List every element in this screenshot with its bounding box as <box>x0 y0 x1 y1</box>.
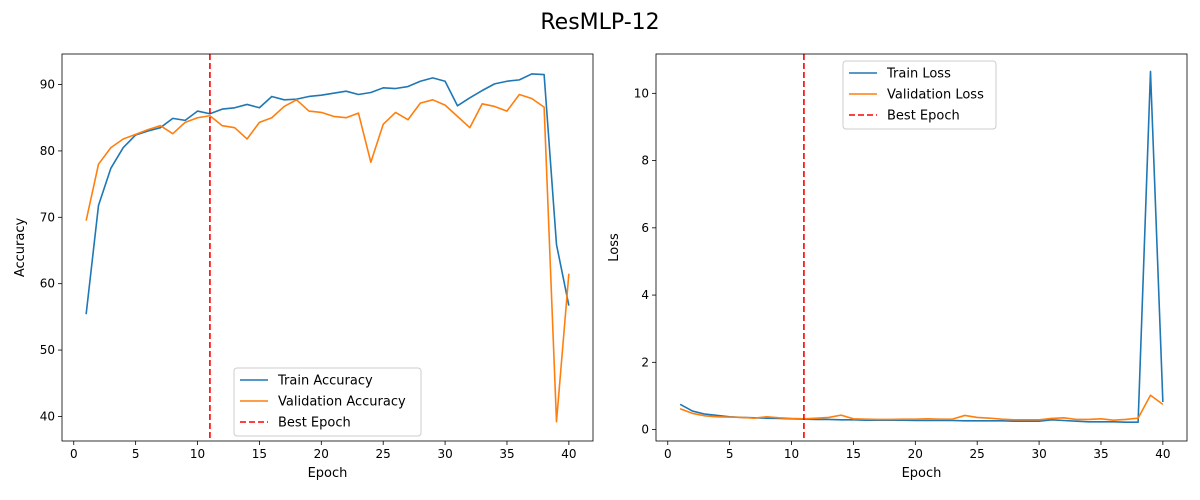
loss-axes-frame <box>655 53 1188 442</box>
legend-label: Validation Loss <box>887 88 984 103</box>
y-tick-label: 80 <box>40 144 55 158</box>
y-tick-label: 70 <box>40 210 55 224</box>
y-tick-label: 4 <box>641 288 649 302</box>
legend-box <box>233 367 422 437</box>
x-tick-label: 25 <box>970 447 985 461</box>
y-tick-label: 8 <box>641 154 649 168</box>
x-tick-label: 30 <box>437 447 452 461</box>
x-tick-label: 40 <box>561 447 576 461</box>
x-tick-label: 0 <box>664 447 672 461</box>
y-tick-label: 6 <box>641 221 649 235</box>
x-tick-label: 35 <box>1093 447 1108 461</box>
x-tick-label: 25 <box>376 447 391 461</box>
x-tick-label: 10 <box>190 447 205 461</box>
y-tick-label: 40 <box>40 409 55 423</box>
y-tick-label: 50 <box>40 343 55 357</box>
x-tick-label: 20 <box>908 447 923 461</box>
x-tick-label: 10 <box>784 447 799 461</box>
accuracy-series-train-line <box>85 73 570 315</box>
x-tick-label: 5 <box>132 447 140 461</box>
x-axis-label: Epoch <box>308 466 348 481</box>
y-tick-label: 90 <box>40 78 55 92</box>
accuracy-series-validation-line <box>85 93 570 423</box>
x-axis-label: Epoch <box>902 466 942 481</box>
x-tick-label: 35 <box>499 447 514 461</box>
x-tick-label: 15 <box>846 447 861 461</box>
legend-box <box>842 60 997 130</box>
accuracy-chart: 0 5 10 15 20 25 30 35 40 40 50 60 70 80 90 Epoch Accurac… <box>13 53 594 481</box>
accuracy-axes-frame <box>61 53 594 442</box>
x-tick-label: 30 <box>1031 447 1046 461</box>
y-axis-label: Accuracy <box>13 218 28 278</box>
legend-label: Best Epoch <box>887 109 960 124</box>
loss-series-validation-line <box>679 394 1164 421</box>
y-tick-label: 0 <box>641 423 649 437</box>
x-tick-label: 40 <box>1155 447 1170 461</box>
legend-label: Validation Accuracy <box>278 395 406 410</box>
x-tick-label: 5 <box>726 447 734 461</box>
y-axis-label: Loss <box>607 233 622 262</box>
y-tick-label: 60 <box>40 277 55 291</box>
y-tick-label: 10 <box>634 86 649 100</box>
loss-chart: 0 5 10 15 20 25 30 35 40 0 2 4 6 8 10 Epoch Loss Train Lo… <box>607 53 1188 481</box>
figure-title: ResMLP-12 <box>540 10 659 35</box>
legend-label: Train Loss <box>886 67 951 82</box>
x-tick-label: 20 <box>314 447 329 461</box>
x-tick-label: 15 <box>252 447 267 461</box>
y-tick-label: 2 <box>641 355 649 369</box>
legend-label: Train Accuracy <box>277 374 373 389</box>
x-tick-label: 0 <box>70 447 78 461</box>
legend-label: Best Epoch <box>278 416 351 431</box>
